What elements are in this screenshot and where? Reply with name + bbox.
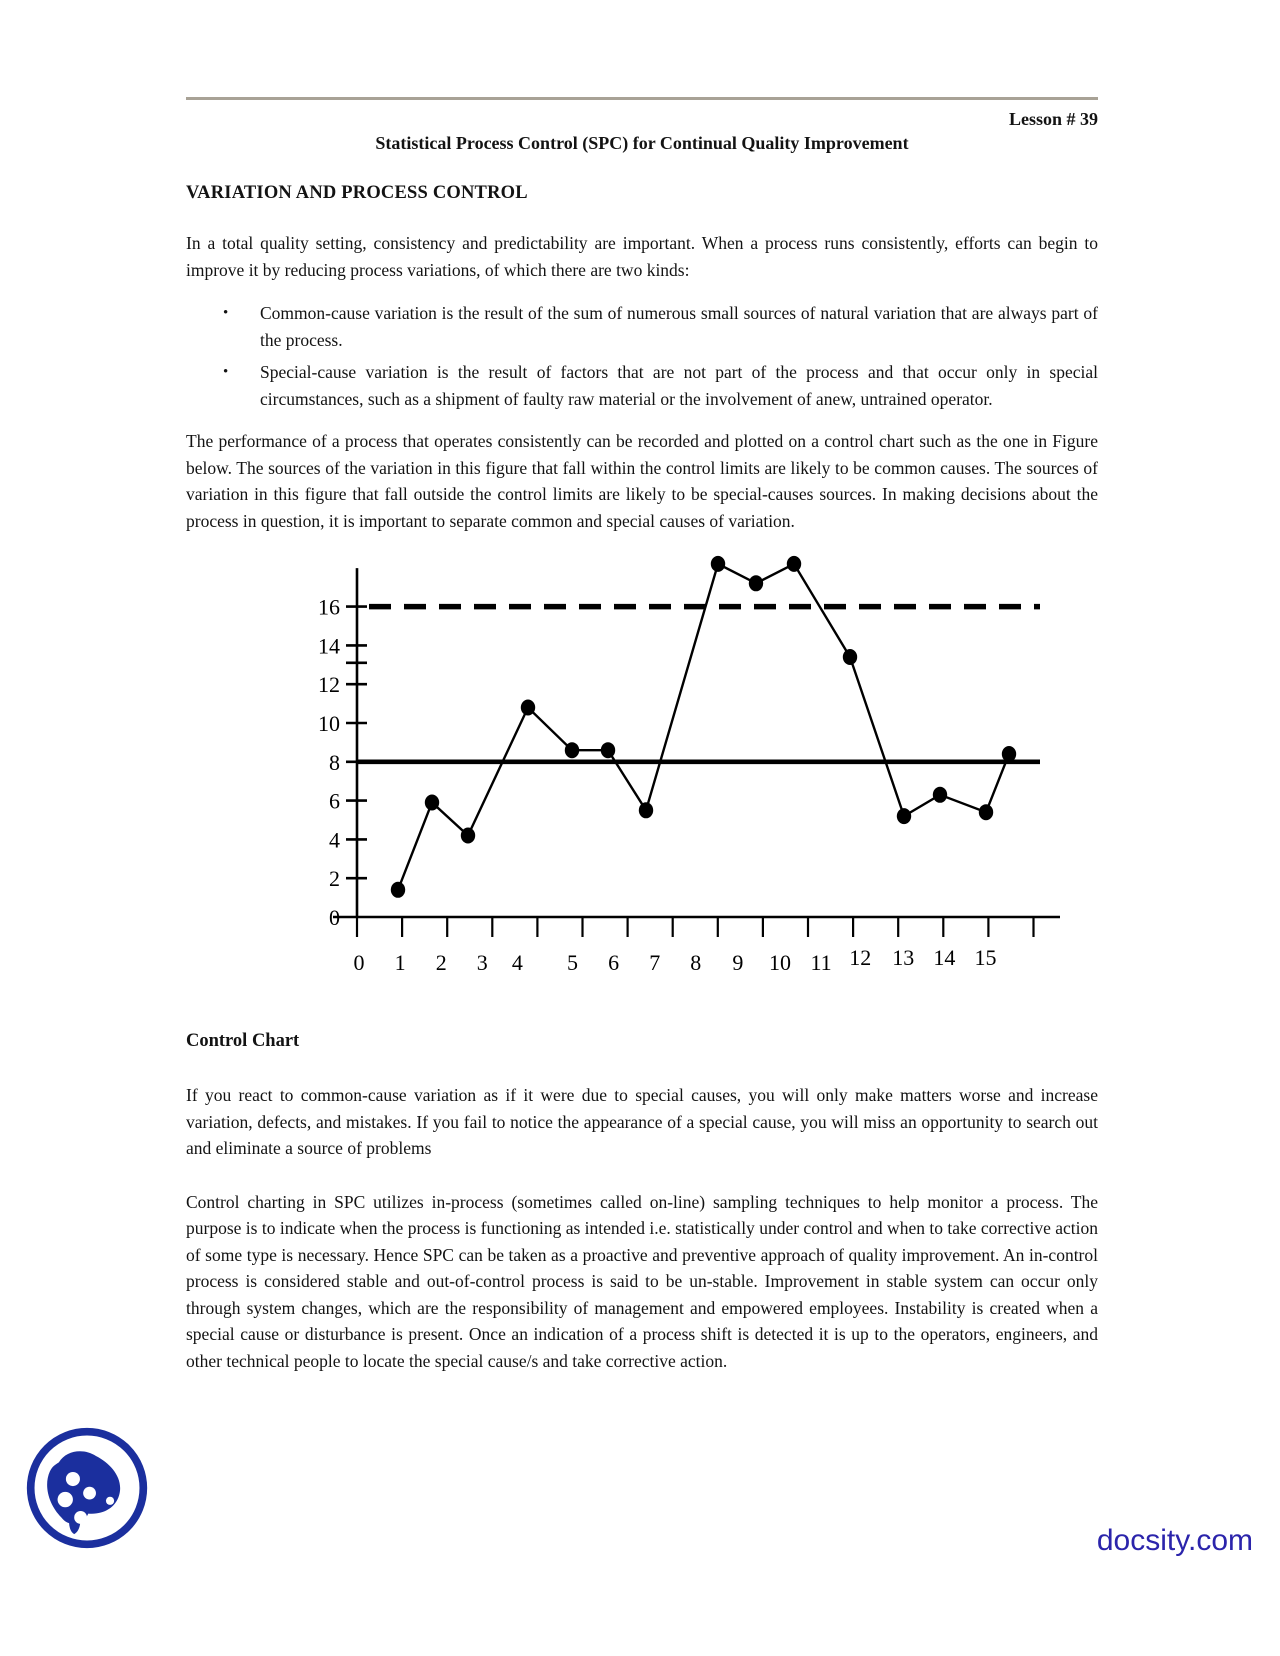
performance-paragraph: The performance of a process that operat… (186, 431, 1098, 531)
svg-text:4: 4 (512, 950, 523, 975)
svg-text:14: 14 (933, 945, 955, 970)
svg-text:8: 8 (690, 950, 701, 975)
svg-text:0: 0 (354, 950, 365, 975)
svg-text:9: 9 (732, 950, 743, 975)
section-heading: VARIATION AND PROCESS CONTROL (186, 183, 528, 203)
bullet-icon: • (223, 364, 229, 380)
control-charting-paragraph: Control charting in SPC utilizes in-proc… (186, 1191, 1098, 1371)
variation-bullet-list: • Common-cause variation is the result o… (186, 300, 1098, 412)
svg-text:13: 13 (892, 945, 914, 970)
svg-text:7: 7 (649, 950, 660, 975)
list-item: • Common-cause variation is the result o… (186, 300, 1098, 353)
svg-text:0: 0 (329, 905, 340, 930)
docsity-brand-link[interactable]: docsity.com (1096, 1524, 1253, 1557)
svg-text:8: 8 (329, 750, 340, 775)
list-item: • Special-cause variation is the result … (186, 359, 1098, 412)
bullet-icon: • (223, 305, 229, 321)
svg-text:11: 11 (811, 950, 832, 975)
svg-text:16: 16 (318, 595, 340, 620)
page-title: Statistical Process Control (SPC) for Co… (375, 133, 909, 153)
lesson-number: Lesson # 39 (1008, 109, 1098, 129)
svg-text:6: 6 (329, 789, 340, 814)
svg-text:6: 6 (608, 950, 619, 975)
svg-text:1: 1 (395, 950, 406, 975)
svg-text:10: 10 (769, 950, 791, 975)
docsity-logo-icon (26, 1427, 148, 1549)
svg-text:2: 2 (436, 950, 447, 975)
header-divider (186, 97, 1098, 100)
svg-text:2: 2 (329, 866, 340, 891)
svg-text:12: 12 (318, 672, 340, 697)
svg-text:10: 10 (318, 711, 340, 736)
svg-text:15: 15 (975, 945, 997, 970)
bullet-text-common-cause: Common-cause variation is the result of … (260, 303, 1098, 350)
control-chart-figure: 16 14 12 10 8 6 4 2 0 0 1 2 3 4 5 6 7 8 9 10 11 12 13 14 15 (280, 535, 1080, 985)
svg-text:14: 14 (318, 633, 340, 658)
svg-text:12: 12 (849, 945, 871, 970)
react-paragraph: If you react to common-cause variation a… (186, 1085, 1098, 1158)
figure-caption-heading: Control Chart (186, 1031, 300, 1051)
intro-paragraph: In a total quality setting, consistency … (186, 233, 1098, 280)
svg-text:5: 5 (567, 950, 578, 975)
bullet-text-special-cause: Special-cause variation is the result of… (260, 362, 1098, 409)
svg-text:3: 3 (477, 950, 488, 975)
svg-text:4: 4 (329, 827, 340, 852)
